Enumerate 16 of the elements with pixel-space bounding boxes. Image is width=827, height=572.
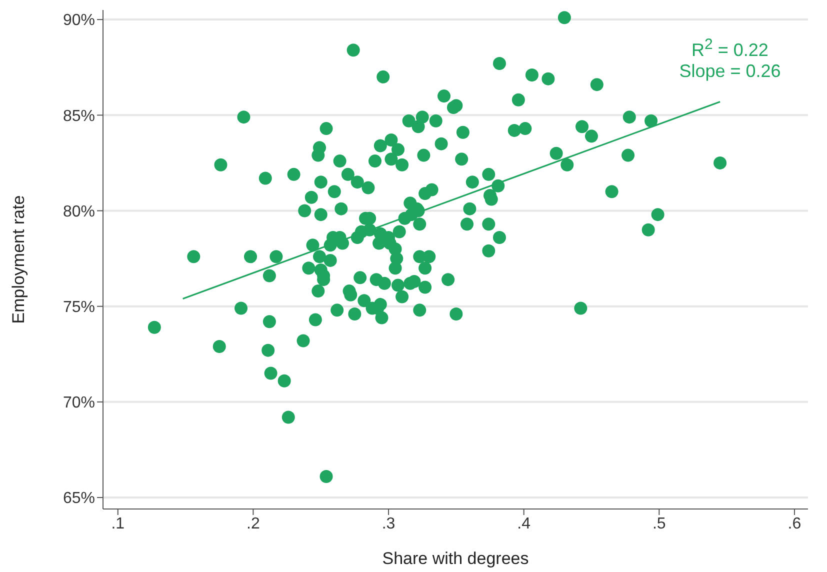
y-tick-label: 90%	[62, 12, 95, 30]
annotation: Slope = 0.26	[678, 61, 782, 82]
x-tick-label: .6	[788, 515, 802, 532]
annotation: R$^{2}$ = 0.22	[690, 35, 770, 61]
x-tick-label: .3	[382, 515, 396, 532]
y-tick-label: 75%	[62, 299, 95, 316]
y-tick-label: 65%	[62, 490, 95, 508]
y-tick-label: 70%	[62, 394, 95, 412]
x-axis-title: Share with degrees	[382, 549, 529, 568]
y-axis-title: Employment rate	[9, 195, 28, 324]
x-tick-label: .2	[246, 515, 260, 532]
x-tick-label: .5	[652, 515, 666, 532]
y-tick-label: 80%	[62, 203, 95, 220]
x-tick-label: .4	[517, 515, 531, 532]
x-tick-label: .1	[111, 515, 125, 532]
y-tick-label: 85%	[62, 108, 95, 125]
